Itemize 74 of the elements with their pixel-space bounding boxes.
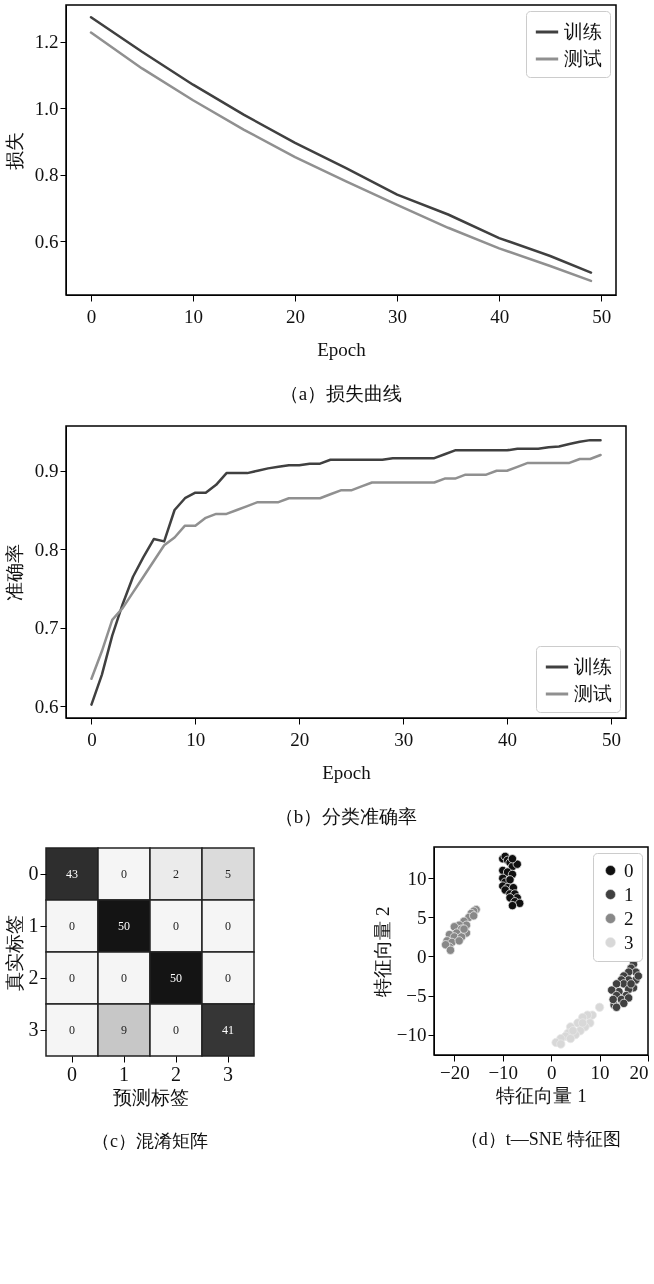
data-label: 50 <box>118 919 130 933</box>
data-label: 5 <box>225 867 231 881</box>
data-label: 0 <box>121 867 127 881</box>
legend-label: 训练 <box>574 656 612 677</box>
legend-label: 2 <box>624 907 634 929</box>
data-label: 0 <box>225 919 231 933</box>
y-axis-title: 真实标签 <box>3 914 25 991</box>
legend-label: 0 <box>624 859 634 881</box>
x-tick-label: 50 <box>592 305 612 327</box>
y-axis-title: 损失 <box>3 131 25 170</box>
x-tick-label: 2 <box>171 1062 181 1085</box>
legend-label: 测试 <box>564 48 602 69</box>
data-label: 2 <box>173 867 179 881</box>
y-tick-label: 2 <box>28 966 39 988</box>
x-tick-label: 50 <box>601 728 621 750</box>
data-label: 9 <box>121 1023 127 1037</box>
x-tick-label: 1 <box>119 1062 129 1085</box>
legend-label: 1 <box>624 883 634 905</box>
x-tick-label: 10 <box>184 305 204 327</box>
x-tick-label: 20 <box>286 305 306 327</box>
x-tick-label: 3 <box>223 1062 233 1085</box>
legend-label: 训练 <box>564 21 602 42</box>
y-tick-label: 0.9 <box>34 460 59 482</box>
y-axis-title: 准确率 <box>3 544 25 601</box>
x-tick-label: 0 <box>86 305 97 327</box>
y-tick-label: 0 <box>28 862 39 884</box>
y-tick-label: 1.0 <box>34 97 59 119</box>
legend-label: 测试 <box>574 683 612 704</box>
x-axis-title: Epoch <box>322 761 372 783</box>
x-tick-label: 0 <box>67 1062 77 1085</box>
x-tick-label: 0 <box>87 728 97 750</box>
data-label: 43 <box>66 867 78 881</box>
y-axis-title: 特征向量 2 <box>371 906 393 997</box>
y-tick-label: 3 <box>28 1018 39 1040</box>
y-tick-label: 0 <box>417 945 427 967</box>
x-axis-title: 特征向量 1 <box>496 1084 587 1106</box>
y-tick-label: 0.8 <box>34 538 59 560</box>
x-tick-label: 10 <box>186 728 206 750</box>
data-label: 0 <box>173 919 179 933</box>
data-label: 0 <box>225 971 231 985</box>
data-label: 50 <box>170 971 182 985</box>
x-axis-title: Epoch <box>317 338 367 360</box>
data-label: 0 <box>69 919 75 933</box>
x-tick-label: 10 <box>590 1061 610 1083</box>
legend-label: 3 <box>624 931 634 953</box>
y-tick-label: 1 <box>28 914 39 936</box>
x-tick-label: −20 <box>439 1061 470 1083</box>
data-label: 0 <box>69 971 75 985</box>
x-tick-label: 20 <box>629 1061 649 1083</box>
data-label: 41 <box>222 1023 234 1037</box>
data-label: 0 <box>173 1023 179 1037</box>
x-tick-label: 40 <box>498 728 518 750</box>
x-tick-label: 20 <box>290 728 310 750</box>
x-tick-label: 30 <box>388 305 408 327</box>
x-tick-label: 0 <box>546 1061 557 1083</box>
text: （a）损失曲线 <box>279 383 403 404</box>
y-tick-label: 10 <box>407 867 427 889</box>
y-tick-label: 0.6 <box>34 230 59 252</box>
y-tick-label: 0.7 <box>34 617 59 639</box>
x-tick-label: −10 <box>488 1061 519 1083</box>
y-tick-label: −5 <box>406 985 427 1007</box>
y-tick-label: −10 <box>396 1024 427 1046</box>
y-tick-label: 1.2 <box>34 31 59 53</box>
text: （b）分类准确率 <box>274 806 418 827</box>
x-tick-label: 40 <box>490 305 510 327</box>
text: （c）混淆矩阵 <box>92 1131 208 1151</box>
y-tick-label: 5 <box>417 906 427 928</box>
x-axis-title: 预测标签 <box>112 1086 189 1108</box>
data-label: 0 <box>121 971 127 985</box>
data-label: 0 <box>69 1023 75 1037</box>
x-tick-label: 30 <box>394 728 414 750</box>
text: （d）t—SNE 特征图 <box>460 1129 622 1149</box>
y-tick-label: 0.6 <box>34 695 59 717</box>
y-tick-label: 0.8 <box>34 164 59 186</box>
